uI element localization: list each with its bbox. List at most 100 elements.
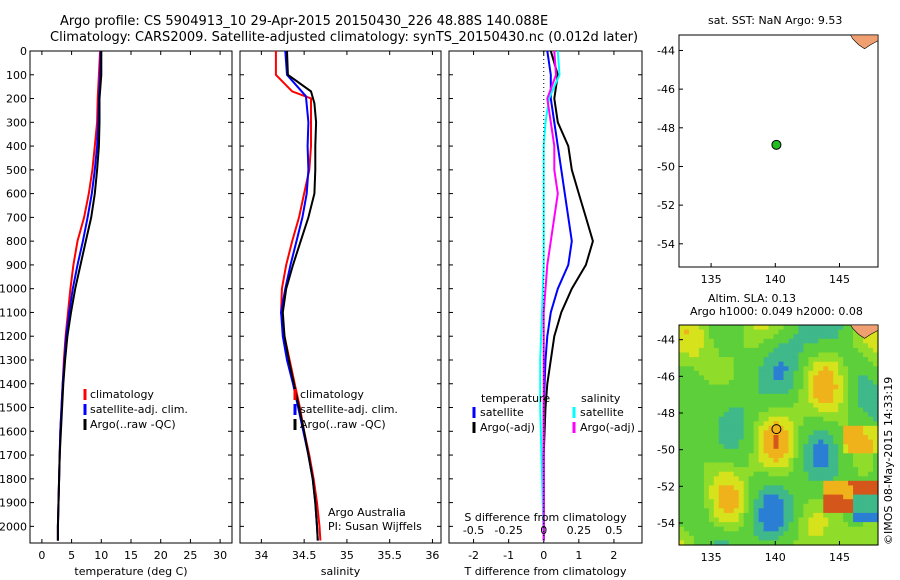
sla-cell	[843, 370, 849, 376]
sla-cell	[873, 334, 879, 340]
sla-cell	[813, 471, 819, 477]
sla-cell	[868, 347, 874, 354]
sla-cell	[783, 540, 790, 546]
sla-cell	[838, 402, 844, 409]
sla-cell	[684, 531, 690, 537]
sla-cell	[743, 393, 750, 399]
sla-cell	[838, 421, 844, 427]
sla-cell	[818, 425, 824, 431]
sla-cell	[689, 325, 695, 331]
sla-cell	[828, 361, 834, 367]
sla-cell	[813, 467, 819, 473]
sla-cell	[818, 512, 824, 519]
sla-cell	[788, 522, 795, 528]
sla-cell	[803, 361, 809, 367]
difference-xtick-label: -2	[468, 549, 479, 562]
sla-cell	[793, 393, 799, 399]
sla-cell	[863, 453, 869, 459]
sla-cell	[738, 398, 745, 404]
sla-cell	[758, 485, 765, 491]
sla-cell	[723, 389, 730, 395]
sla-cell	[858, 421, 864, 427]
sla-cell	[843, 357, 849, 363]
sla-cell	[738, 439, 745, 445]
sla-cell	[793, 503, 799, 509]
sla-cell	[708, 522, 715, 528]
sla-cell	[788, 494, 795, 500]
sla-cell	[863, 352, 869, 358]
sla-cell	[728, 384, 735, 390]
sla-cell	[723, 370, 730, 376]
sla-cell	[793, 531, 799, 537]
sla-cell	[733, 494, 740, 500]
sla-cell	[718, 522, 725, 528]
sla-cell	[728, 430, 735, 436]
sla-cell	[693, 347, 700, 354]
sla-cell	[798, 366, 804, 372]
sla-cell	[848, 526, 854, 532]
sla-cell	[788, 380, 795, 386]
sla-cell	[723, 352, 730, 358]
sla-cell	[703, 522, 710, 528]
sla-cell	[689, 329, 695, 335]
sla-cell	[743, 334, 750, 340]
sla-cell	[758, 435, 765, 441]
sla-cell	[823, 526, 829, 532]
sla-cell	[753, 448, 760, 454]
sla-cell	[773, 370, 780, 376]
sla-cell	[743, 467, 750, 473]
sla-cell	[679, 535, 685, 541]
sla-cell	[783, 439, 790, 445]
sla-cell	[788, 416, 795, 422]
sla-cell	[698, 412, 705, 418]
sla-cell	[743, 512, 750, 519]
sla-cell	[783, 448, 790, 454]
sla-cell	[708, 485, 715, 491]
sla-cell	[728, 439, 735, 445]
sla-cell	[763, 471, 770, 477]
sla-cell	[748, 361, 755, 367]
sla-cell	[753, 380, 760, 386]
sla-cell	[679, 375, 685, 381]
sla-cell	[863, 535, 869, 541]
sla-cell	[728, 357, 735, 363]
sla-cell	[743, 540, 750, 546]
sla-cell	[753, 540, 760, 546]
sla-cell	[858, 366, 864, 372]
sla-cell	[803, 384, 809, 390]
sla-cell	[768, 512, 775, 519]
sla-cell	[838, 398, 844, 404]
sla-cell	[753, 329, 760, 335]
sla-cell	[698, 357, 705, 363]
sla-cell	[713, 512, 720, 519]
sla-cell	[698, 490, 705, 496]
sla-cell	[843, 338, 849, 344]
sla-cell	[728, 535, 735, 541]
sla-cell	[873, 471, 879, 477]
sla-cell	[843, 444, 849, 450]
sla-cell	[768, 384, 775, 390]
sla-cell	[778, 370, 785, 376]
sla-cell	[843, 402, 849, 409]
sla-cell	[868, 416, 874, 422]
sla-cell	[838, 490, 844, 496]
sla-cell	[803, 444, 809, 450]
sla-cell	[693, 389, 700, 395]
sla-cell	[868, 499, 874, 505]
sla-cell	[728, 375, 735, 381]
sla-cell	[738, 402, 745, 409]
sla-cell	[793, 508, 799, 514]
sla-cell	[858, 485, 864, 491]
sla-cell	[708, 366, 715, 372]
sla-cell	[823, 412, 829, 418]
sla-cell	[848, 389, 854, 395]
sla-cell	[833, 453, 839, 459]
sla-cell	[718, 485, 725, 491]
sla-cell	[684, 540, 690, 546]
sla-cell	[863, 402, 869, 409]
sla-cell	[818, 357, 824, 363]
sla-cell	[813, 366, 819, 372]
depth-tick-label: 1400	[0, 378, 27, 391]
sla-cell	[684, 462, 690, 468]
sla-cell	[868, 508, 874, 514]
